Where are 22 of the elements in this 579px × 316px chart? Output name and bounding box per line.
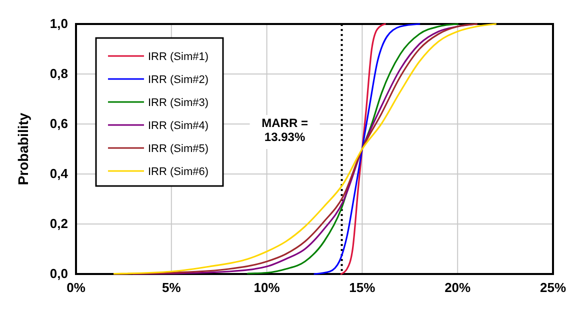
x-tick-label: 15% bbox=[349, 280, 376, 295]
x-tick-label: 20% bbox=[444, 280, 472, 295]
line-series bbox=[340, 23, 386, 275]
y-tick-label: 1,0 bbox=[50, 16, 68, 31]
y-tick-label: 0,8 bbox=[50, 66, 68, 81]
y-axis-title: Probability bbox=[15, 112, 31, 186]
x-tick-label: 10% bbox=[254, 280, 280, 295]
y-tick-label: 0,0 bbox=[50, 266, 68, 281]
x-tick-label: 25% bbox=[540, 280, 566, 295]
y-tick-label: 0,2 bbox=[50, 216, 68, 231]
x-tick-label: 5% bbox=[162, 280, 182, 295]
legend-label: IRR (Sim#6) bbox=[148, 166, 209, 178]
legend-label: IRR (Sim#4) bbox=[148, 120, 209, 132]
legend-label: IRR (Sim#2) bbox=[148, 74, 209, 86]
y-tick-label: 0,4 bbox=[50, 166, 69, 181]
legend-label: IRR (Sim#1) bbox=[148, 51, 209, 63]
legend-label: IRR (Sim#3) bbox=[148, 97, 209, 109]
legend-label: IRR (Sim#5) bbox=[148, 143, 209, 155]
x-tick-label: 0% bbox=[66, 280, 86, 295]
ref-line-label: MARR = 13.93% bbox=[262, 116, 308, 144]
line-series bbox=[314, 23, 420, 275]
y-tick-label: 0,6 bbox=[50, 116, 68, 131]
